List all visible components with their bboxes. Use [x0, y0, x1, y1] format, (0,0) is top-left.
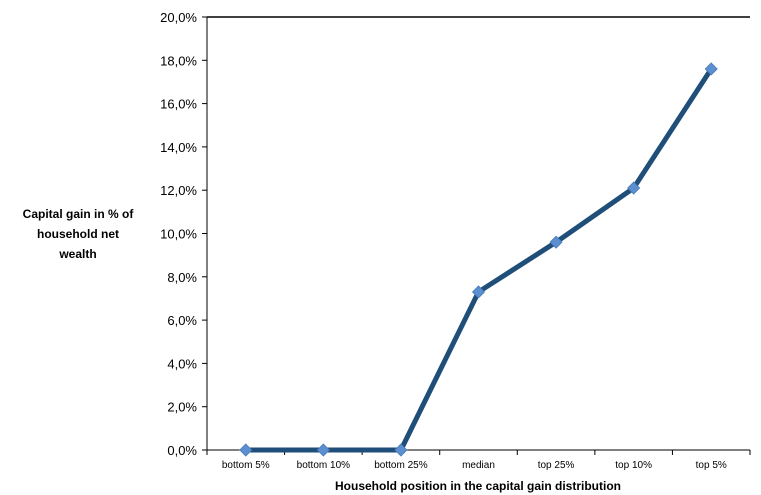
y-tick-label: 6,0% [167, 313, 197, 328]
data-point-marker [239, 443, 253, 457]
x-ticks: bottom 5% bottom 10% bottom 25% median top 2… [206, 450, 751, 471]
y-tick-label: 12,0% [160, 183, 197, 198]
y-tick-label: 20,0% [160, 10, 197, 25]
y-tick-label: 0,0% [167, 443, 197, 458]
y-tick-label: 2,0% [167, 400, 197, 415]
y-tick-label: 14,0% [160, 140, 197, 155]
y-tick-label: 4,0% [167, 356, 197, 371]
x-tick-label: median [462, 460, 495, 471]
data-point-marker [471, 285, 486, 299]
x-tick-label: bottom 5% [222, 460, 270, 471]
x-axis-title: Household position in the capital gain d… [335, 479, 621, 493]
y-tick-label: 18,0% [160, 53, 197, 68]
x-tick-label: bottom 25% [374, 460, 427, 471]
data-point-marker [704, 62, 718, 76]
y-tick-label: 10,0% [160, 227, 197, 242]
y-axis-title-line: wealth [58, 247, 96, 261]
data-point-marker [394, 443, 408, 457]
y-ticks: 0,0% 2,0% 4,0% 6,0% 8,0% 10,0% 12,0% 14,0% 16,0%… [160, 10, 207, 458]
series-layer [239, 62, 718, 457]
data-point-marker [627, 181, 641, 195]
y-tick-label: 8,0% [167, 270, 197, 285]
x-tick-label: top 25% [538, 460, 575, 471]
x-tick-label: top 10% [615, 460, 652, 471]
y-axis-title-line: household net [37, 227, 119, 241]
y-axis-title: Capital gain in % of household net wealth [23, 207, 135, 261]
data-point-marker [549, 235, 563, 249]
data-point-marker [316, 443, 330, 457]
x-tick-label: bottom 10% [297, 460, 350, 471]
series-line [243, 66, 714, 453]
y-tick-label: 16,0% [160, 97, 197, 112]
chart-axes [206, 16, 750, 451]
y-axis-title-line: Capital gain in % of [23, 207, 135, 221]
x-tick-label: top 5% [696, 460, 727, 471]
